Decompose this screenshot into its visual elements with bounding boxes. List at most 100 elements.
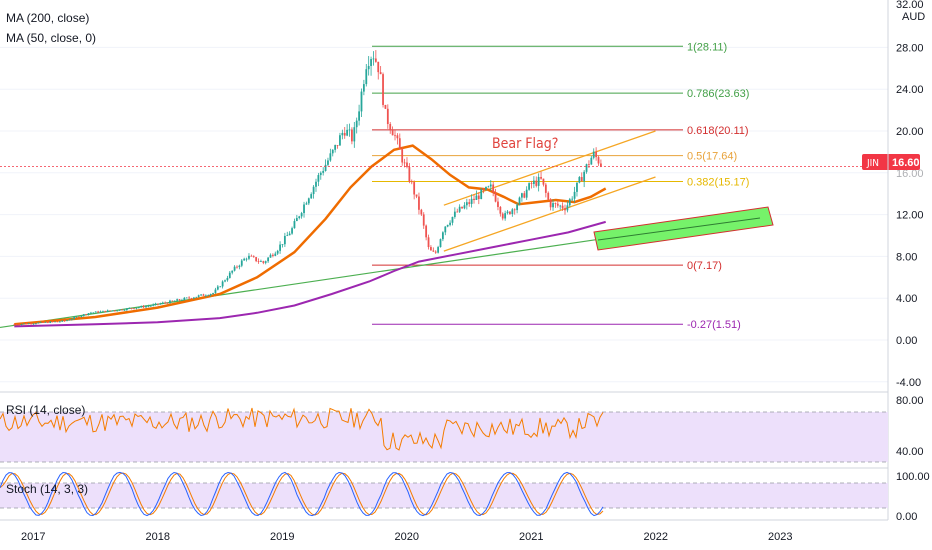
stoch-k-line [0, 471, 604, 517]
candle-body [142, 306, 145, 308]
candle-body [197, 295, 200, 297]
candle-body [39, 321, 42, 323]
candle-body [463, 205, 466, 209]
price-axis[interactable]: 32.00 28.00 24.00 20.00 16.00 12.00 8.00 4.00 0.… [896, 0, 924, 389]
candle-body [509, 211, 511, 215]
stoch-title[interactable]: Stoch (14, 3, 3) [6, 482, 88, 496]
candle-body [585, 164, 588, 172]
candle-body [178, 299, 181, 301]
candle-body [444, 226, 447, 233]
candle-body [82, 314, 85, 316]
candle-body [276, 250, 279, 254]
candle-body [30, 323, 32, 325]
time-axis[interactable]: 2017 2018 2019 2020 2021 2022 2023 [21, 531, 792, 543]
last-price-badge[interactable]: JIN 16.60 [862, 154, 920, 170]
candle-body [437, 247, 440, 253]
candle-body [92, 312, 95, 314]
ma50-legend[interactable]: MA (50, close, 0) [6, 31, 96, 45]
candle-body [578, 177, 581, 183]
candle-body [418, 196, 420, 210]
candle-body [135, 307, 138, 309]
rsi-title[interactable]: RSI (14, close) [6, 403, 85, 417]
candle-body [281, 244, 284, 246]
candle-body [480, 189, 483, 200]
candle-body [410, 181, 413, 183]
time-tick-label: 2017 [21, 531, 45, 543]
candle-body [37, 322, 40, 324]
candle-body [532, 180, 535, 185]
candle-body [140, 306, 143, 308]
badge-ticker: JIN [866, 158, 879, 169]
rsi-tick-40: 40.00 [896, 446, 924, 458]
candle-body [367, 65, 370, 70]
price-tick-label: 24.00 [896, 84, 924, 96]
time-tick-label: 2023 [768, 531, 792, 543]
candle-body [422, 214, 425, 226]
candle-body [384, 104, 387, 109]
candle-body [566, 205, 569, 211]
time-tick-label: 2022 [644, 531, 668, 543]
ma50-line [14, 144, 607, 326]
candle-body [516, 204, 519, 211]
price-tick-label: 0.00 [896, 335, 917, 347]
candle-body [451, 216, 454, 223]
candle-body [152, 304, 155, 306]
candle-body [398, 138, 401, 150]
candle-body [413, 182, 416, 195]
candle-body [58, 321, 61, 323]
candle-body [269, 254, 272, 258]
candle-body [228, 272, 231, 278]
candle-body [267, 257, 270, 262]
candle-body [226, 277, 229, 281]
candle-body [274, 253, 277, 256]
candle-body [374, 58, 377, 62]
candle-body [506, 211, 509, 214]
candle-body [145, 306, 147, 308]
candle-body [106, 310, 109, 312]
candle-body [118, 309, 121, 311]
rsi-tick-80: 80.00 [896, 395, 924, 407]
candle-body [298, 216, 301, 219]
candle-body [530, 183, 533, 185]
candle-body [492, 184, 495, 193]
candle-body [49, 321, 52, 323]
candle-body [518, 197, 521, 205]
long-trendline[interactable] [0, 239, 597, 329]
candle-body [78, 316, 80, 318]
candle-body [473, 198, 475, 201]
candle-body [432, 250, 435, 252]
candle-body [322, 170, 325, 173]
fib-level-label: 1(28.11) [687, 41, 727, 53]
candle-body [346, 129, 349, 136]
candle-body [293, 221, 296, 229]
candle-body [456, 211, 459, 213]
candle-body [279, 244, 281, 251]
fib-retracement[interactable]: 1(28.11) 0.786(23.63) 0.618(20.11) 0.5(17.6… [372, 41, 749, 331]
candle-body [358, 111, 360, 121]
candle-body [542, 178, 545, 185]
ma200-legend[interactable]: MA (200, close) [6, 11, 89, 25]
candle-body [600, 163, 602, 167]
candle-body [272, 254, 274, 256]
candle-body [23, 323, 25, 325]
badge-price: 16.60 [892, 157, 920, 169]
price-tick-label: 4.00 [896, 293, 917, 305]
candle-body [149, 305, 152, 307]
candle-body [319, 172, 322, 176]
candle-body [183, 297, 186, 300]
price-tick-label: -4.00 [896, 377, 921, 389]
trendline-segment [0, 239, 597, 329]
price-candles [13, 50, 602, 326]
candle-body [449, 222, 451, 225]
channel-lower [443, 176, 656, 252]
candle-body [307, 198, 310, 204]
candle-body [147, 305, 150, 307]
candle-body [439, 239, 442, 248]
candle-body [164, 302, 167, 304]
candle-body [42, 321, 44, 323]
candle-body [310, 194, 313, 199]
price-tick-label: 8.00 [896, 251, 917, 263]
candle-body [200, 294, 202, 296]
candle-body [403, 162, 406, 164]
